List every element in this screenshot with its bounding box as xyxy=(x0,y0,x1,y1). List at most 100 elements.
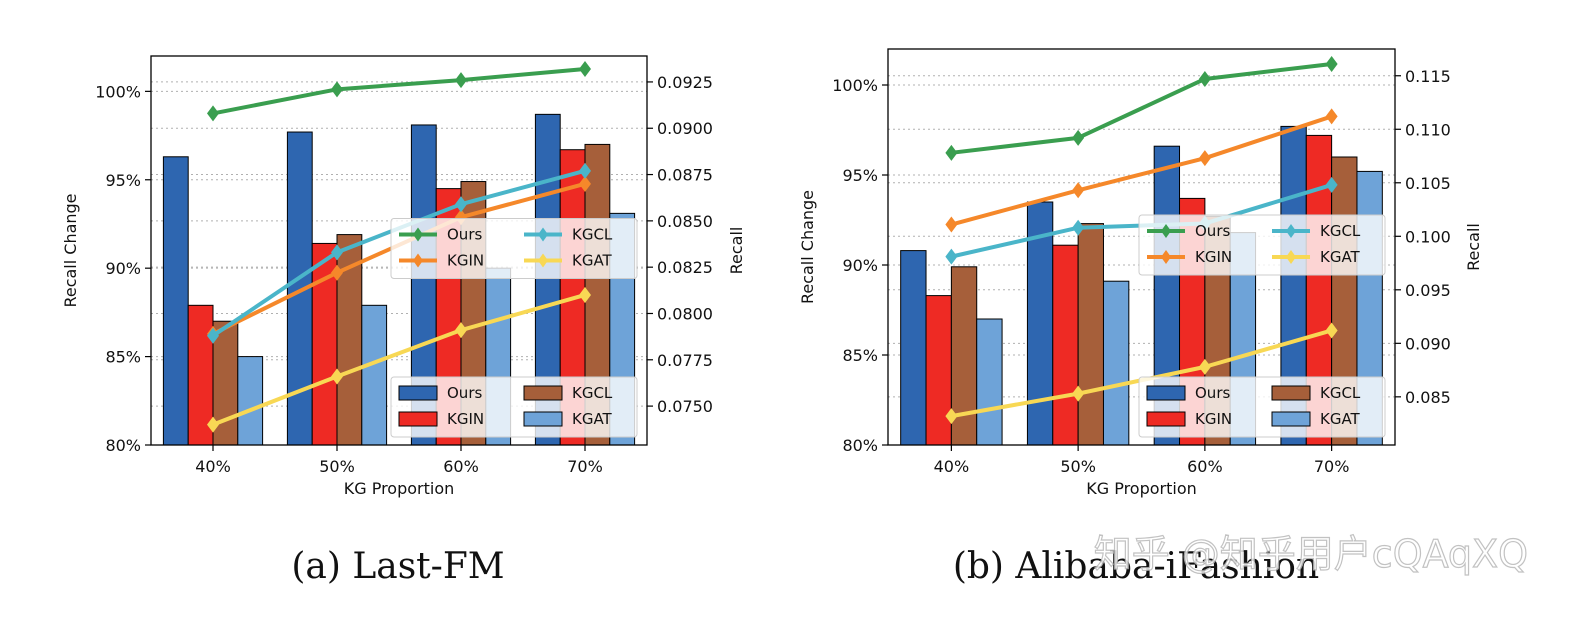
a-xlabel: KG Proportion xyxy=(344,479,455,498)
a-plot-frame xyxy=(150,55,648,446)
b-bar-kgin-50 xyxy=(1052,244,1079,446)
a-point-kgcl-40 xyxy=(207,327,219,344)
a-bar-legend-label-kgin: KGIN xyxy=(447,410,484,428)
b-xtick-label-50: 50% xyxy=(1060,457,1096,476)
b-ytick-label-2: 90% xyxy=(842,256,878,275)
a-bar-legend-swatch-kgat xyxy=(523,411,563,427)
a-line-legend-marker-kgat xyxy=(538,253,548,268)
b-bar-legend-box xyxy=(1138,376,1386,438)
a-ytick-label-4: 100% xyxy=(95,82,141,101)
b-line-legend-label-kgcl: KGCL xyxy=(1320,222,1361,240)
a-line-legend-label-kgcl: KGCL xyxy=(572,226,613,244)
a-bar-kgat-40 xyxy=(237,356,264,446)
b-line-legend: Ours KGCL KGIN KGAT xyxy=(1138,214,1386,276)
watermark: 知乎 @知乎用户cQAqXQ xyxy=(1094,532,1528,576)
b-y2tick-label-4: 0.105 xyxy=(1405,174,1451,193)
b-line-legend-marker-kgcl xyxy=(1286,224,1296,238)
b-bar-ours-50 xyxy=(1026,201,1054,446)
b-ytick-label-0: 80% xyxy=(842,436,878,455)
a-bar-legend: Ours KGCL KGIN KGAT xyxy=(390,376,638,438)
b-y2tick-label-1: 0.090 xyxy=(1405,334,1451,353)
a-point-kgcl-70 xyxy=(579,162,591,179)
b-bar-kgcl-50 xyxy=(1077,223,1104,446)
a-point-kgat-70 xyxy=(579,286,591,303)
b-point-kgin-70 xyxy=(1325,108,1338,125)
a-bar-legend-label-kgat: KGAT xyxy=(572,410,613,428)
b-ytick-label-4: 100% xyxy=(832,76,878,95)
a-ytick-label-1: 85% xyxy=(105,348,141,367)
b-point-ours-40 xyxy=(945,144,958,161)
a-xtick-label-60: 60% xyxy=(443,457,479,476)
b-line-kgin xyxy=(950,114,1333,227)
a-line-legend-marker-kgin xyxy=(413,253,423,268)
b-line-legend-marker-kgat xyxy=(1286,250,1296,264)
a-y2tick-label-6: 0.0900 xyxy=(657,119,713,138)
b-line-ours xyxy=(951,61,1332,155)
a-y2tick-label-2: 0.0800 xyxy=(657,304,713,323)
a-y2tick-label-3: 0.0825 xyxy=(657,258,713,277)
b-point-kgcl-50 xyxy=(1072,219,1085,236)
b-xtick-label-40: 40% xyxy=(934,457,970,476)
a-line-legend-marker-kgcl xyxy=(538,227,548,242)
a-point-kgat-50 xyxy=(331,368,343,385)
b-xtick-label-60: 60% xyxy=(1187,457,1223,476)
a-point-kgin-50 xyxy=(331,264,343,281)
a-xtick-label-40: 40% xyxy=(195,457,231,476)
a-point-kgcl-50 xyxy=(331,244,343,261)
a-ytick-label-2: 90% xyxy=(105,259,141,278)
a-bar-legend-label-ours: Ours xyxy=(447,384,482,402)
b-point-kgcl-70 xyxy=(1325,176,1338,193)
b-bar-kgat-40 xyxy=(976,318,1003,446)
b-y2tick-label-6: 0.115 xyxy=(1405,67,1451,86)
panel-last-fm: 80% 85% 90% 95% 100% 0.0750 0.0775 0.0800 0.0825… xyxy=(61,55,746,587)
a-bar-kgat-50 xyxy=(361,304,388,446)
a-caption: (a) Last-FM xyxy=(291,546,504,587)
b-bar-legend: Ours KGCL KGIN KGAT xyxy=(1138,376,1386,438)
a-bar-legend-swatch-kgin xyxy=(398,411,438,427)
b-xlabel: KG Proportion xyxy=(1086,479,1197,498)
b-line-legend-label-kgat: KGAT xyxy=(1320,248,1361,266)
a-y2tick-label-7: 0.0925 xyxy=(657,73,713,92)
b-ytick-label-1: 85% xyxy=(842,346,878,365)
b-y2tick-label-5: 0.110 xyxy=(1405,120,1451,139)
a-line-legend-label-kgin: KGIN xyxy=(447,252,484,270)
b-point-kgin-50 xyxy=(1072,182,1085,199)
b-point-kgat-70 xyxy=(1325,322,1338,339)
a-ytick-label-0: 80% xyxy=(105,436,141,455)
b-bar-legend-label-kgat: KGAT xyxy=(1320,410,1361,428)
a-ylabel: Recall Change xyxy=(61,193,80,307)
b-bar-kgin-40 xyxy=(925,295,952,446)
b-bar-legend-label-kgin: KGIN xyxy=(1195,410,1232,428)
a-y2tick-label-1: 0.0775 xyxy=(657,351,713,370)
a-line-legend-label-ours: Ours xyxy=(447,226,482,244)
a-y2label: Recall xyxy=(727,227,746,275)
b-bar-legend-label-ours: Ours xyxy=(1195,384,1230,402)
a-bar-ours-40 xyxy=(162,156,189,446)
a-line-kgat xyxy=(212,293,586,427)
b-line-legend-marker-kgin xyxy=(1161,250,1171,264)
a-y2tick-label-0: 0.0750 xyxy=(657,397,713,416)
b-y2tick-label-3: 0.100 xyxy=(1405,227,1451,246)
b-plot-frame xyxy=(887,48,1396,446)
b-caption: (b) Alibaba-iFashion xyxy=(953,546,1319,587)
a-point-ours-40 xyxy=(207,105,219,122)
b-ytick-label-3: 95% xyxy=(842,166,878,185)
b-ylabel: Recall Change xyxy=(798,190,817,304)
b-point-kgat-50 xyxy=(1072,385,1085,402)
b-point-ours-50 xyxy=(1072,129,1085,146)
a-ytick-label-3: 95% xyxy=(105,171,141,190)
a-line-legend: Ours KGCL KGIN KGAT xyxy=(390,218,638,279)
a-point-ours-70 xyxy=(579,60,591,77)
b-line-legend-label-kgin: KGIN xyxy=(1195,248,1232,266)
b-y2tick-label-2: 0.095 xyxy=(1405,281,1451,300)
a-line-legend-label-kgat: KGAT xyxy=(572,252,613,270)
a-y2tick-label-5: 0.0875 xyxy=(657,166,713,185)
a-bar-legend-swatch-ours xyxy=(398,385,438,401)
b-bar-legend-swatch-kgat xyxy=(1271,411,1311,427)
b-bar-legend-label-kgcl: KGCL xyxy=(1320,384,1361,402)
a-point-kgin-70 xyxy=(579,175,591,192)
b-point-ours-70 xyxy=(1325,55,1338,72)
a-point-ours-60 xyxy=(455,72,467,89)
a-xtick-label-70: 70% xyxy=(567,457,603,476)
